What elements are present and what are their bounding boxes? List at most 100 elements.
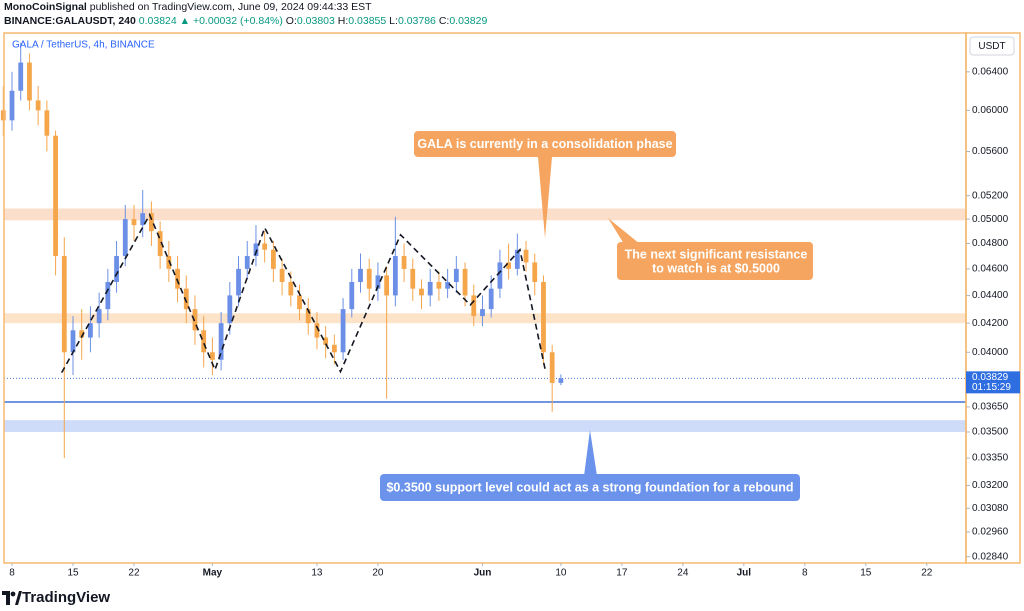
callout-pointer [608, 218, 640, 244]
candle-body [427, 281, 433, 296]
marks [0, 42, 564, 459]
candle-body [96, 309, 102, 324]
y-tick-label: 0.06000 [972, 105, 1009, 116]
candle-body [131, 219, 137, 226]
ohlc-key: C: [438, 15, 450, 27]
candle-body [323, 337, 329, 345]
candle-body [297, 295, 302, 310]
y-tick-label: 0.03200 [972, 480, 1009, 491]
x-tick-label: 15 [67, 568, 79, 579]
candle-body [61, 256, 67, 353]
countdown: 01:15:29 [972, 382, 1011, 393]
candle-body [44, 110, 50, 136]
ohlc-key: L: [389, 15, 398, 27]
author: MonoCoinSignal [4, 1, 87, 13]
last-price-box [966, 371, 1020, 394]
y-tick-label: 0.02840 [972, 551, 1009, 562]
y-tick-label: 0.05000 [972, 214, 1009, 225]
candle-body [419, 288, 424, 296]
candle-body [79, 330, 85, 338]
candle-body [514, 249, 520, 269]
y-tick-label: 0.02960 [972, 527, 1009, 538]
chart-title: GALA / TetherUS, 4h, BINANCE [12, 40, 155, 51]
candle-body [27, 62, 32, 101]
y-tick-label: 0.03080 [972, 503, 1009, 514]
candle-body [114, 256, 119, 282]
candle-body [462, 268, 468, 296]
candle-body [305, 309, 311, 324]
candle-body [227, 295, 233, 324]
publish-line: MonoCoinSignal published on TradingView.… [4, 1, 372, 13]
candle-body [366, 268, 372, 289]
ohlc-value: 0.03786 [397, 15, 436, 27]
x-tick-label: Jun [474, 568, 492, 579]
candle-body [358, 268, 363, 282]
candle-body [384, 275, 390, 296]
candle-body [140, 213, 146, 226]
candle-body [70, 330, 76, 353]
callout-text: to watch is at $0.5000 [652, 261, 780, 275]
candle-body [453, 268, 459, 282]
candle-body [392, 256, 398, 296]
candle-body [506, 262, 512, 269]
quote-line: BINANCE:GALAUSDT, 240 0.03824 ▲ +0.00032… [4, 15, 487, 27]
price-zone [4, 208, 966, 221]
candle-body [88, 323, 93, 338]
candle-body [149, 213, 154, 232]
brand-logo [2, 591, 22, 605]
x-tick-label: 17 [616, 568, 628, 579]
x-tick-label: 8 [9, 568, 15, 579]
x-tick-label: 15 [860, 568, 872, 579]
callout-text: GALA is currently in a consolidation pha… [417, 137, 672, 151]
candle-body [9, 90, 15, 121]
candle-body [201, 330, 207, 353]
price-zone [4, 420, 966, 432]
callout-box [380, 474, 800, 501]
candle-body [244, 256, 250, 269]
candle-body [122, 219, 128, 257]
candle-body [480, 309, 485, 317]
candle-body [471, 295, 477, 317]
candle-body [18, 62, 24, 91]
x-tick-label: 13 [311, 568, 323, 579]
x-tick-label: Jul [737, 568, 752, 579]
candle-body [436, 281, 442, 289]
ohlc-value: 0.03855 [348, 15, 387, 27]
candle-body [410, 268, 416, 289]
candle-body [314, 323, 320, 338]
x-tick-label: 24 [677, 568, 689, 579]
candle-body [218, 323, 224, 360]
ohlc-key: O: [285, 15, 297, 27]
candle-body [532, 262, 538, 282]
x-tick-label: 8 [802, 568, 808, 579]
y-tick-label: 0.04400 [972, 290, 1009, 301]
candle-body [209, 352, 215, 360]
ohlc-value: 0.03803 [296, 15, 335, 27]
callout-pointer [584, 430, 597, 476]
ohlc-key: H: [337, 15, 349, 27]
callout-text: $0.3500 support level could act as a str… [386, 480, 793, 494]
y-tick-label: 0.04200 [972, 318, 1009, 329]
candle-body [558, 378, 564, 383]
candle-body [166, 256, 172, 269]
candle-body [541, 281, 546, 353]
quote: 0.03824 ▲ +0.00032 (+0.84%) [138, 15, 283, 27]
candle-body [53, 135, 58, 257]
x-tick-label: 20 [372, 568, 384, 579]
price-axis-frame [965, 32, 1021, 564]
price-zone [4, 313, 966, 324]
x-tick-label: 22 [921, 568, 933, 579]
candle-body [236, 268, 241, 296]
candle-body [445, 281, 451, 289]
candle-body [331, 344, 337, 353]
candle-body [175, 268, 180, 289]
candle-body [549, 352, 555, 383]
ohlc-value: 0.03829 [449, 15, 488, 27]
y-tick-label: 0.05200 [972, 190, 1009, 201]
candle-body [340, 309, 346, 353]
x-tick-label: May [203, 568, 223, 579]
candle-body [497, 262, 503, 289]
candle-body [262, 243, 268, 250]
callout-box [414, 131, 676, 157]
